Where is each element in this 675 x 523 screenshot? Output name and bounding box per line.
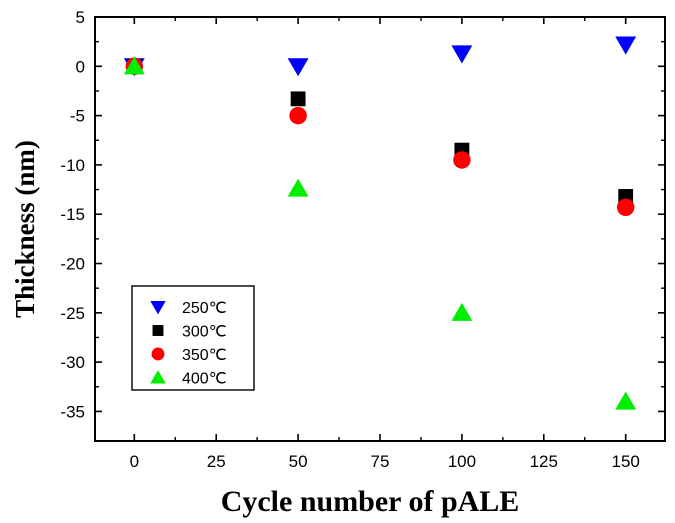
series-0: [123, 36, 637, 77]
y-tick-label: -30: [60, 353, 85, 372]
x-axis-title: Cycle number of pALE: [221, 485, 520, 518]
y-tick-label: -25: [60, 304, 85, 323]
legend-marker: [150, 370, 166, 384]
y-tick-label: -15: [60, 205, 85, 224]
legend-marker: [150, 301, 166, 315]
data-point: [287, 178, 309, 197]
series-3: [123, 56, 637, 410]
y-tick-label: -10: [60, 156, 85, 175]
data-point: [616, 198, 635, 217]
x-tick-label: 0: [130, 452, 139, 471]
data-point: [615, 36, 637, 55]
legend-label: 250℃: [182, 300, 227, 317]
data-point: [615, 391, 637, 410]
series-1: [126, 58, 634, 204]
legend-label: 350℃: [182, 347, 227, 364]
legend-label: 400℃: [182, 371, 227, 388]
legend-marker: [151, 347, 165, 361]
x-tick-label: 100: [448, 452, 476, 471]
y-tick-label: -20: [60, 255, 85, 274]
data-point: [451, 302, 473, 321]
x-tick-label: 50: [289, 452, 308, 471]
y-tick-label: -35: [60, 402, 85, 421]
data-point: [287, 58, 309, 77]
legend-label: 300℃: [182, 324, 227, 341]
data-point: [290, 91, 306, 107]
series-2: [125, 57, 635, 217]
x-tick-label: 150: [612, 452, 640, 471]
y-tick-label: 5: [76, 8, 85, 27]
data-point: [289, 106, 307, 125]
data-point: [453, 151, 471, 169]
y-tick-label: -5: [70, 107, 85, 126]
legend-marker: [152, 325, 164, 336]
data-point: [123, 56, 145, 75]
y-tick-label: 0: [76, 57, 85, 76]
x-tick-label: 75: [371, 452, 390, 471]
y-axis-title: Thickness (nm): [10, 140, 40, 318]
data-point: [451, 45, 473, 64]
x-tick-label: 25: [207, 452, 226, 471]
x-tick-label: 125: [530, 452, 558, 471]
